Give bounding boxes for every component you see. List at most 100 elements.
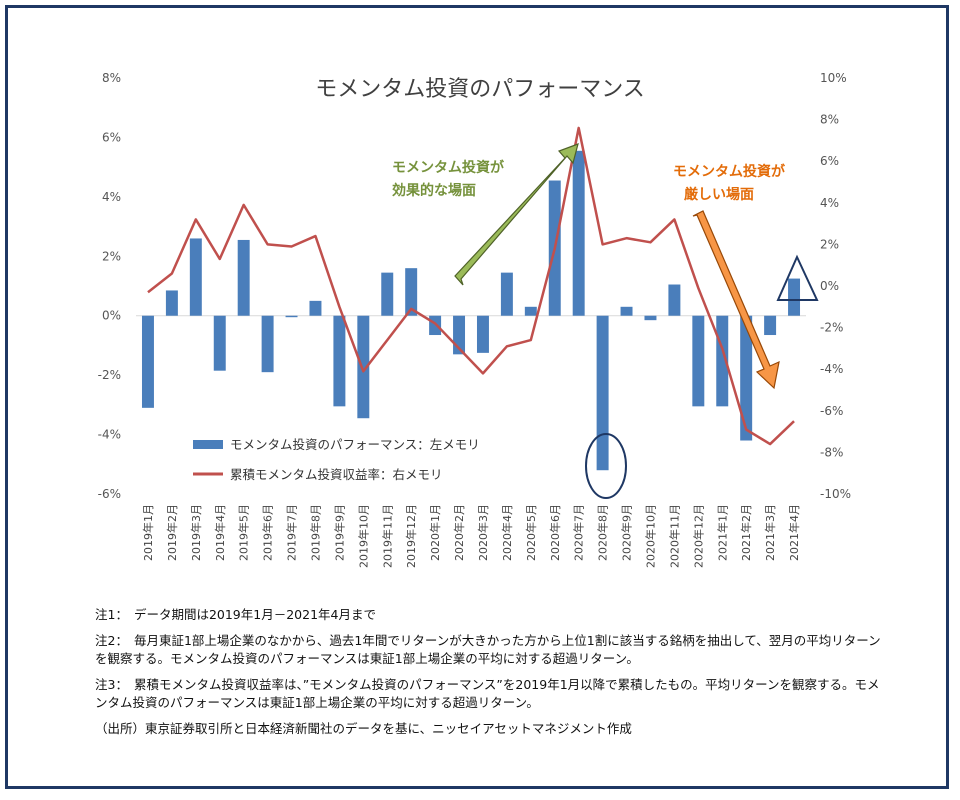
bar [429, 315, 442, 336]
bar [141, 315, 154, 408]
x-tick-label: 2019年4月 [213, 504, 227, 561]
x-tick-label: 2020年1月 [428, 504, 442, 561]
bar [405, 268, 418, 316]
cumulative-line [147, 126, 795, 446]
bar [237, 239, 250, 316]
bar [165, 290, 178, 316]
bar [524, 306, 537, 316]
bar [668, 284, 681, 316]
x-tick-label: 2020年8月 [596, 504, 610, 561]
note-2: 注2： 毎月東証1部上場企業のなかから、過去1年間でリターンが大きかった方から上位… [95, 632, 885, 668]
x-tick-label: 2019年5月 [237, 504, 251, 561]
bar [476, 315, 489, 353]
x-tick-label: 2019年1月 [141, 504, 155, 561]
x-tick-label: 2021年1月 [715, 504, 729, 561]
bar [189, 238, 202, 316]
momentum-chart: -6% -4% -2% 0% 2% 4% 6% 8% -10% -8% -6% -4% -2% 0% 2%… [98, 71, 851, 568]
left-tick-label: 6% [102, 130, 121, 144]
bar [764, 315, 777, 336]
right-tick-label: -10% [820, 487, 851, 501]
bar [644, 315, 657, 321]
bar [213, 315, 226, 371]
right-tick-label: 2% [820, 237, 839, 251]
bar [572, 150, 585, 316]
bar [261, 315, 274, 373]
bar [788, 278, 801, 316]
x-tick-label: 2020年6月 [548, 504, 562, 561]
right-tick-label: 0% [820, 279, 839, 293]
x-tick-label: 2019年9月 [332, 504, 346, 561]
x-tick-label: 2019年8月 [308, 504, 322, 561]
legend-bar-swatch [193, 440, 223, 449]
chart-title: モメンタム投資のパフォーマンス [315, 77, 645, 102]
bar [740, 315, 753, 441]
x-tick-label: 2020年4月 [500, 504, 514, 561]
x-axis-labels: 2019年1月 2019年2月 2019年3月 2019年4月 2019年5月 2019年… [141, 504, 801, 568]
left-tick-label: -2% [98, 368, 121, 382]
legend: モメンタム投資のパフォーマンス：左メモリ 累積モメンタム投資収益率：右メモリ [193, 437, 480, 482]
x-tick-label: 2020年5月 [524, 504, 538, 561]
left-tick-label: 8% [102, 71, 121, 85]
right-tick-label: -6% [820, 404, 843, 418]
left-tick-label: 4% [102, 190, 121, 204]
apr-2021-highlight-triangle [776, 254, 819, 301]
left-tick-label: 0% [102, 309, 121, 323]
annotation-orange-line2: 厳しい場面 [684, 186, 754, 203]
note-1: 注1： データ期間は2019年1月－2021年4月まで [95, 606, 885, 624]
bar [333, 315, 346, 407]
x-tick-label: 2019年12月 [404, 504, 418, 568]
notes-section: 注1： データ期間は2019年1月－2021年4月まで 注2： 毎月東証1部上場企業… [95, 606, 885, 746]
left-tick-label: -4% [98, 428, 121, 442]
bar [453, 315, 466, 355]
left-axis: -6% -4% -2% 0% 2% 4% 6% 8% [98, 71, 806, 501]
bar [620, 306, 633, 316]
left-tick-label: 2% [102, 249, 121, 263]
figure-frame [5, 5, 949, 789]
bar [692, 315, 705, 407]
x-tick-label: 2020年10月 [643, 504, 657, 568]
right-tick-label: 4% [820, 196, 839, 210]
right-tick-label: 8% [820, 113, 839, 127]
x-tick-label: 2019年11月 [380, 504, 394, 568]
x-tick-label: 2020年3月 [476, 504, 490, 561]
annotation-green-line2: 効果的な場面 [392, 182, 476, 199]
x-tick-label: 2020年9月 [620, 504, 634, 561]
legend-line-label: 累積モメンタム投資収益率：右メモリ [230, 467, 443, 482]
left-tick-label: -6% [98, 487, 121, 501]
x-tick-label: 2020年11月 [667, 504, 681, 568]
x-tick-label: 2020年12月 [691, 504, 705, 568]
x-tick-label: 2020年2月 [452, 504, 466, 561]
right-tick-label: -4% [820, 362, 843, 376]
green-up-arrow [454, 143, 579, 286]
bar [285, 315, 298, 318]
x-tick-label: 2019年3月 [189, 504, 203, 561]
bar [309, 300, 322, 316]
note-1-text: データ期間は2019年1月－2021年4月まで [133, 607, 376, 622]
legend-bar-label: モメンタム投資のパフォーマンス：左メモリ [230, 437, 480, 452]
x-tick-label: 2021年3月 [763, 504, 777, 561]
note-3: 注3： 累積モメンタム投資収益率は、”モメンタム投資のパフォーマンス”を2019年… [95, 676, 885, 712]
note-3-label: 注3： [95, 677, 128, 692]
x-tick-label: 2019年7月 [285, 504, 299, 561]
note-1-label: 注1： [95, 607, 128, 622]
bar [596, 315, 609, 471]
bar [357, 315, 370, 419]
x-tick-label: 2020年7月 [572, 504, 586, 561]
x-tick-label: 2021年4月 [787, 504, 801, 561]
bar [500, 272, 513, 316]
aug-2020-highlight-ellipse [585, 433, 627, 499]
right-tick-label: -2% [820, 321, 843, 335]
note-3-text: 累積モメンタム投資収益率は、”モメンタム投資のパフォーマンス”を2019年1月以… [95, 677, 880, 710]
x-tick-label: 2019年2月 [165, 504, 179, 561]
bar [716, 315, 729, 407]
x-tick-label: 2019年6月 [261, 504, 275, 561]
x-tick-label: 2019年10月 [356, 504, 370, 568]
note-2-text: 毎月東証1部上場企業のなかから、過去1年間でリターンが大きかった方から上位1割に… [95, 633, 881, 666]
line-series [147, 126, 795, 446]
source-note: （出所）東京証券取引所と日本経済新聞社のデータを基に、ニッセイアセットマネジメン… [95, 721, 632, 736]
note-2-label: 注2： [95, 633, 128, 648]
annotation-orange-line1: モメンタム投資が [673, 163, 786, 180]
right-axis: -10% -8% -6% -4% -2% 0% 2% 4% 6% 8% 10% [820, 71, 851, 501]
x-tick-label: 2021年2月 [739, 504, 753, 561]
right-tick-label: -8% [820, 445, 843, 459]
